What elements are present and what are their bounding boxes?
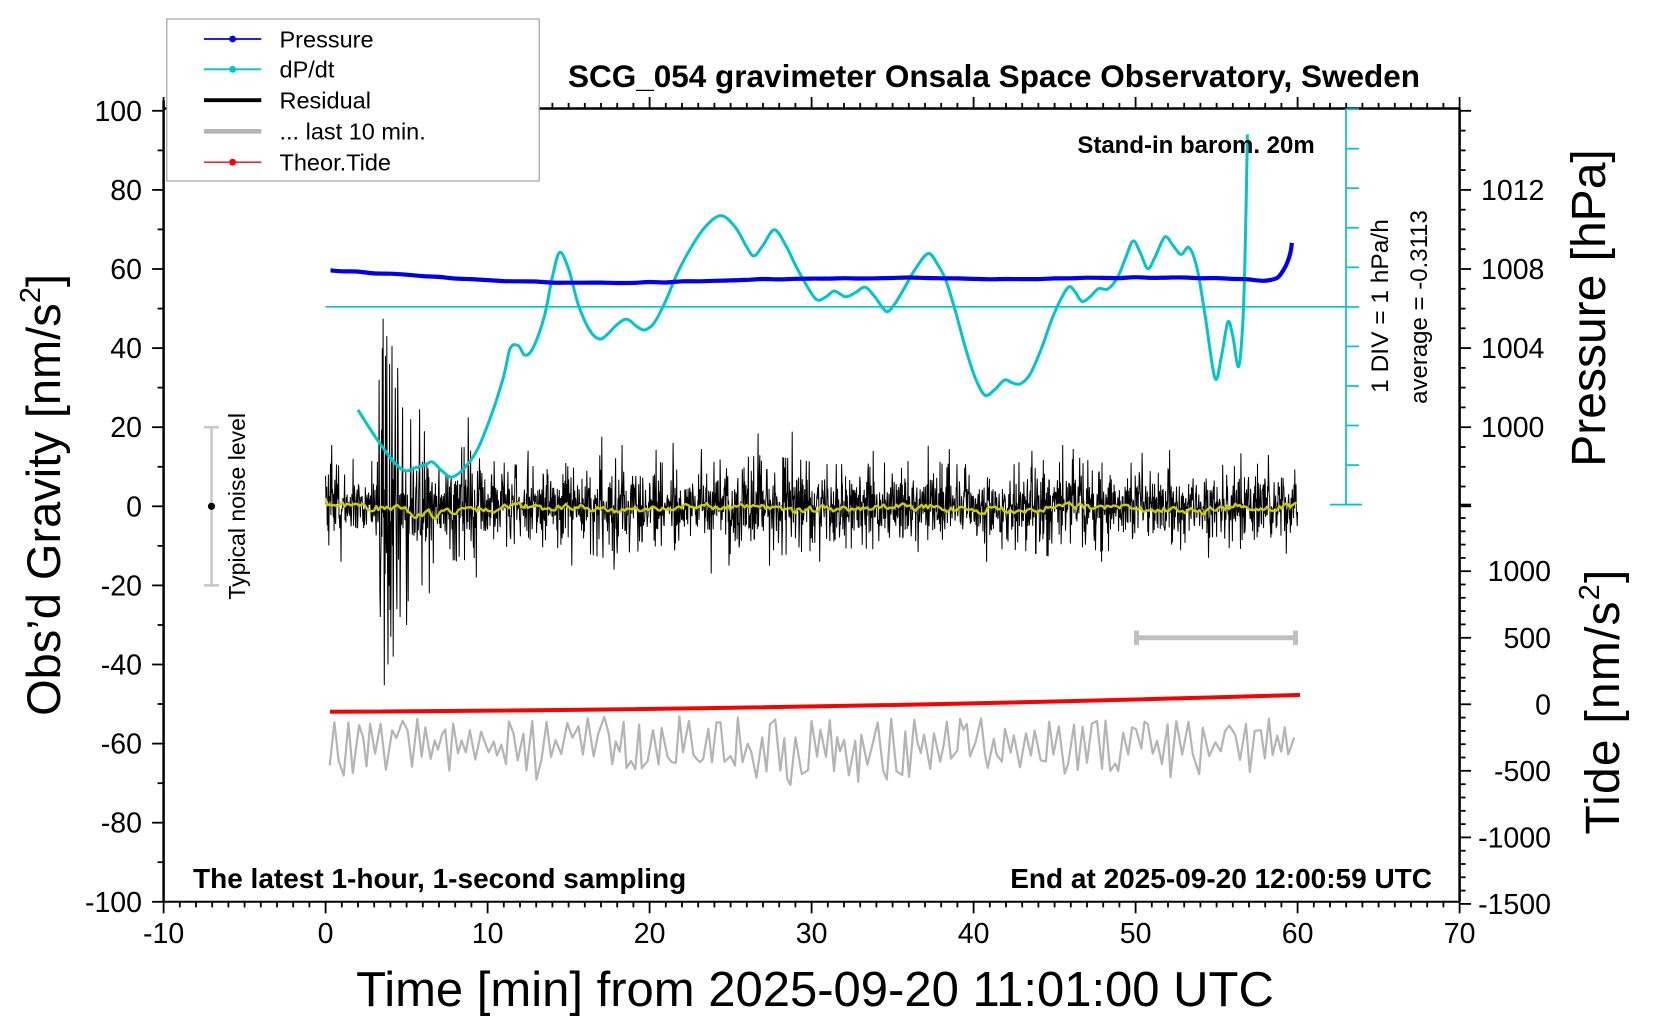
svg-text:1008: 1008 [1481,254,1544,286]
svg-text:0: 0 [318,918,334,950]
svg-text:-100: -100 [85,887,142,919]
svg-text:60: 60 [110,254,142,286]
svg-text:Tide [nm/s2]: Tide [nm/s2] [1574,568,1630,834]
svg-text:1000: 1000 [1488,556,1551,588]
svg-text:Typical noise level: Typical noise level [224,413,250,600]
svg-text:dP/dt: dP/dt [280,57,335,83]
svg-text:1012: 1012 [1481,175,1544,207]
svg-text:Pressure: Pressure [280,26,374,52]
svg-text:SCG_054 gravimeter Onsala Spac: SCG_054 gravimeter Onsala Space Observat… [568,58,1420,94]
svg-text:1000: 1000 [1481,412,1544,444]
svg-text:40: 40 [958,918,990,950]
svg-text:20: 20 [110,412,142,444]
svg-text:1004: 1004 [1481,333,1545,365]
svg-text:50: 50 [1120,918,1152,950]
svg-text:60: 60 [1282,918,1314,950]
svg-text:0: 0 [126,491,142,523]
svg-text:... last 10 min.: ... last 10 min. [280,119,426,145]
svg-text:Obs’d Gravity [nm/s2]: Obs’d Gravity [nm/s2] [15,274,70,716]
svg-text:Pressure [hPa]: Pressure [hPa] [1563,149,1616,466]
svg-text:Theor.Tide: Theor.Tide [280,150,391,176]
svg-text:Residual: Residual [280,88,371,114]
svg-text:Stand-in barom. 20m: Stand-in barom. 20m [1077,132,1314,159]
svg-text:End at 2025-09-20 12:00:59 UTC: End at 2025-09-20 12:00:59 UTC [1010,863,1432,894]
svg-text:-500: -500 [1494,756,1551,788]
svg-text:20: 20 [634,918,666,950]
svg-text:-10: -10 [143,918,184,950]
svg-text:30: 30 [796,918,828,950]
svg-text:0: 0 [1535,689,1551,721]
svg-text:The latest 1-hour, 1-second sa: The latest 1-hour, 1-second sampling [193,863,686,894]
svg-text:10: 10 [472,918,504,950]
svg-text:Time [min] from 2025-09-20 11:: Time [min] from 2025-09-20 11:01:00 UTC [356,963,1274,1017]
svg-text:-40: -40 [101,650,142,682]
svg-text:1 DIV = 1 hPa/h: 1 DIV = 1 hPa/h [1367,219,1394,393]
svg-text:-60: -60 [101,729,142,761]
svg-text:70: 70 [1444,918,1476,950]
svg-text:-80: -80 [101,808,142,840]
svg-text:average = -0.3113: average = -0.3113 [1406,210,1433,404]
svg-text:500: 500 [1503,623,1551,655]
svg-text:-1000: -1000 [1478,822,1551,854]
svg-text:-1500: -1500 [1478,889,1551,921]
svg-text:-20: -20 [101,570,142,602]
svg-text:40: 40 [110,333,142,365]
svg-text:100: 100 [94,96,142,128]
svg-text:80: 80 [110,175,142,207]
